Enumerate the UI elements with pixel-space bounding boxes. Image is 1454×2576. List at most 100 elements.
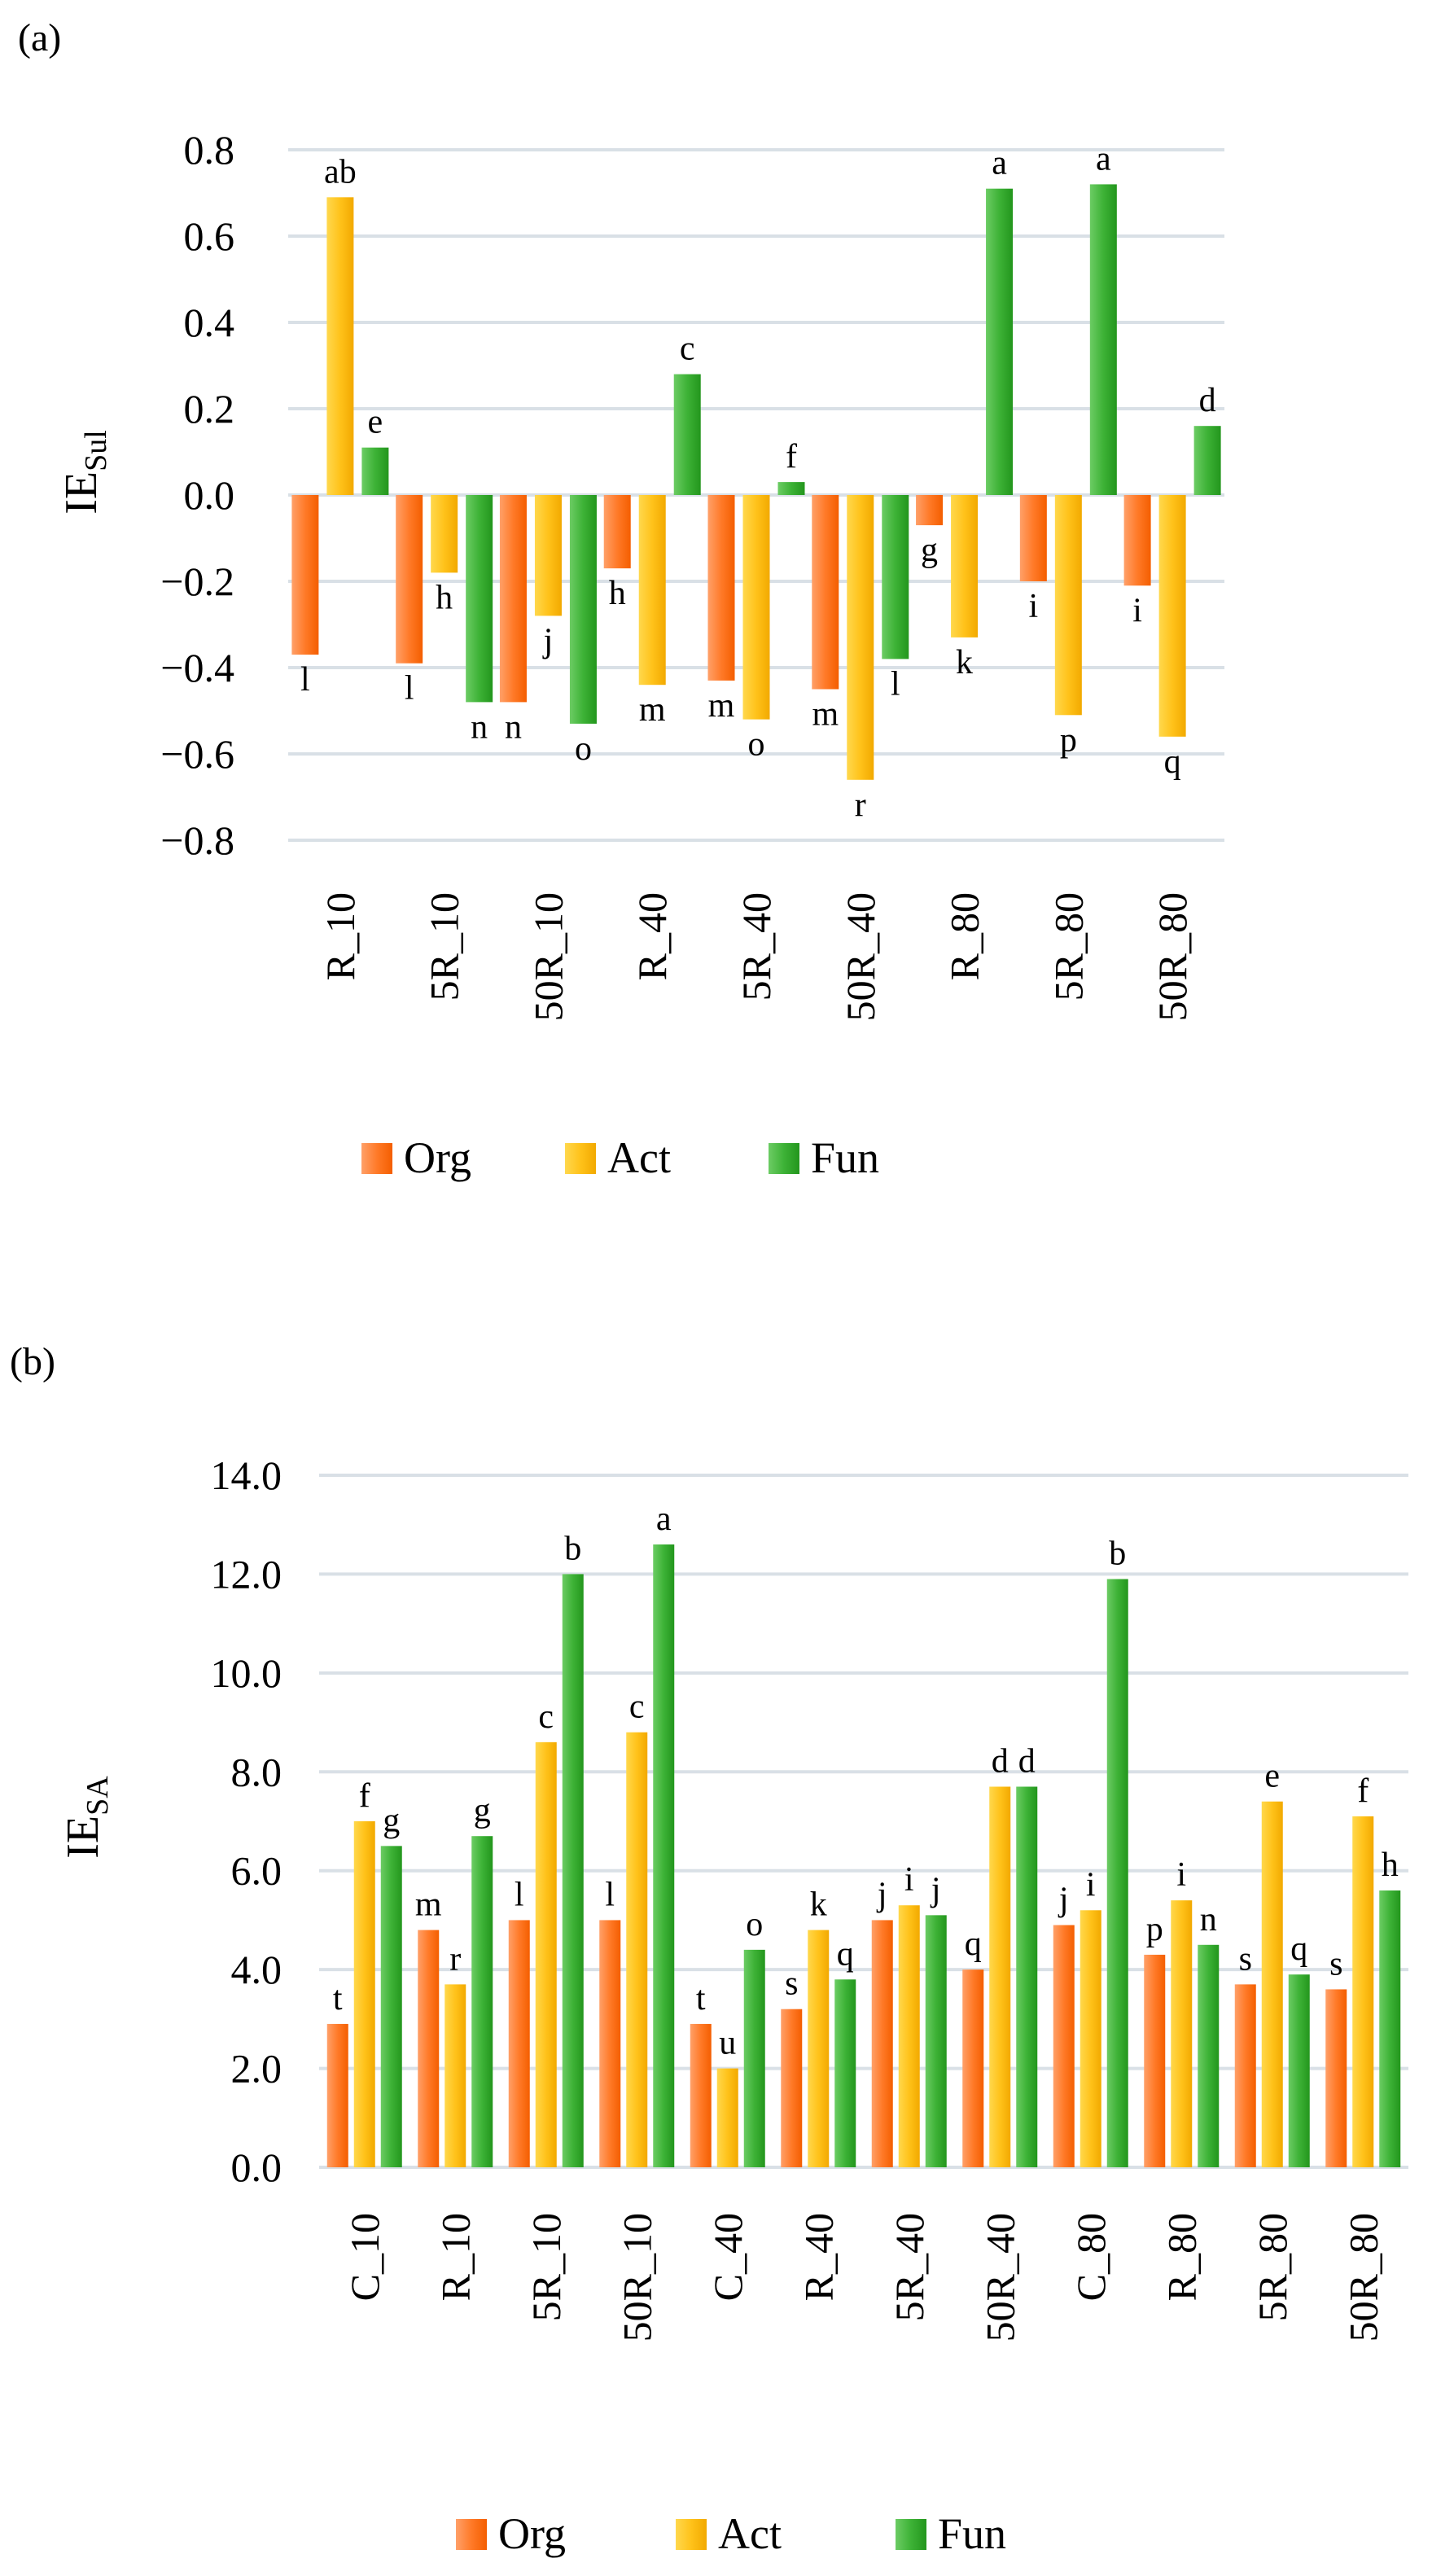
significance-label: l	[405, 670, 414, 708]
bar-a-org-r-10	[291, 495, 319, 655]
legend-label-org: Org	[498, 2509, 566, 2558]
bar-a-fun-r-40	[673, 374, 701, 495]
bar-b-fun-5r-80	[1288, 1974, 1310, 2167]
bar-b-act-r-10	[445, 1984, 466, 2167]
significance-label: i	[1028, 588, 1038, 625]
significance-label: j	[930, 1871, 941, 1908]
significance-label: t	[696, 1980, 706, 2017]
significance-label: f	[786, 438, 797, 475]
significance-label: m	[639, 691, 666, 729]
x-tick-label: 5R_80	[1045, 892, 1091, 1001]
y-tick-label: 0.2	[184, 386, 235, 432]
significance-label: j	[876, 1876, 887, 1913]
y-axis-label: IESA	[58, 1776, 115, 1859]
bar-a-org-50r-10	[499, 495, 527, 703]
significance-label: o	[575, 730, 592, 768]
significance-label: r	[855, 786, 866, 824]
bar-b-act-5r-40	[898, 1905, 920, 2167]
legend-label-fun: Fun	[938, 2509, 1006, 2558]
significance-label: a	[992, 145, 1007, 182]
bar-a-act-5r-40	[742, 495, 770, 720]
chart-b: 14.012.010.08.06.04.02.00.0IESAtfgC_10mr…	[58, 1452, 1408, 2558]
bar-a-org-r-40	[603, 495, 631, 569]
significance-label: c	[680, 331, 695, 368]
x-tick-label: R_80	[942, 892, 988, 980]
bar-a-fun-50r-80	[1193, 426, 1221, 495]
chart-a: 0.8 0.6 0.4 0.2 0.0 −0.2 −0.4 −0.6 −0.8 IESul l ab e…	[56, 127, 1224, 1182]
significance-label: q	[965, 1925, 982, 1963]
significance-label: i	[1086, 1866, 1096, 1904]
bar-b-org-c-80	[1053, 1925, 1075, 2167]
bar-a-fun-5r-80	[1089, 184, 1117, 495]
significance-label: s	[1239, 1940, 1252, 1978]
bar-b-fun-5r-40	[925, 1915, 947, 2167]
significance-label: d	[1018, 1743, 1036, 1781]
significance-label: d	[1199, 382, 1216, 419]
bar-b-org-50r-10	[599, 1920, 621, 2167]
bar-a-org-50r-40	[812, 495, 839, 690]
y-tick-label: 0.8	[184, 127, 235, 173]
bar-b-org-5r-80	[1234, 1984, 1256, 2167]
y-axis-label: IESul	[56, 430, 113, 515]
bar-b-org-c-10	[326, 2023, 348, 2167]
legend: Org Act Fun	[361, 1133, 879, 1182]
y-tick-label: 10.0	[211, 1650, 282, 1696]
x-tick-label: 50R_40	[838, 892, 883, 1021]
significance-label: c	[538, 1698, 554, 1736]
bar-b-act-5r-80	[1261, 1801, 1283, 2167]
significance-label: r	[449, 1940, 461, 1978]
significance-label: q	[1290, 1930, 1307, 1968]
x-tick-label: 5R_80	[1250, 2213, 1295, 2321]
x-tick-label: R_10	[318, 892, 363, 980]
significance-label: f	[359, 1777, 370, 1815]
significance-label: n	[1200, 1901, 1217, 1939]
bar-a-act-r-10	[326, 197, 354, 496]
bar-b-act-c-10	[353, 1821, 375, 2167]
significance-label: b	[564, 1530, 581, 1567]
significance-label: k	[810, 1886, 827, 1924]
bar-a-act-5r-80	[1054, 495, 1082, 716]
bar-b-fun-50r-40	[1016, 1786, 1038, 2167]
bar-b-act-r-40	[808, 1930, 830, 2167]
significance-label: p	[1146, 1911, 1163, 1948]
y-tick-label: 0.0	[184, 472, 235, 518]
significance-label: s	[1329, 1945, 1342, 1982]
significance-label: g	[474, 1792, 491, 1829]
significance-label: i	[1132, 592, 1142, 629]
bar-a-act-r-80	[951, 495, 979, 637]
significance-label: f	[1357, 1772, 1369, 1810]
significance-label: j	[1058, 1882, 1069, 1919]
significance-label: l	[515, 1876, 524, 1913]
bar-b-act-50r-10	[626, 1732, 648, 2167]
significance-label: o	[746, 1906, 763, 1943]
bar-a-org-r-80	[916, 495, 944, 526]
significance-label: k	[956, 644, 973, 681]
y-tick-label: −0.8	[160, 817, 234, 863]
bar-a-fun-50r-10	[569, 495, 597, 724]
bar-b-act-c-40	[716, 2068, 738, 2167]
bar-b-org-r-80	[1144, 1954, 1166, 2167]
x-tick-label: 5R_10	[422, 892, 467, 1001]
significance-label: h	[1382, 1847, 1399, 1884]
bar-b-org-r-10	[418, 1930, 440, 2167]
bar-b-org-50r-40	[962, 1969, 984, 2167]
bar-a-fun-r-80	[986, 188, 1014, 495]
significance-label: l	[891, 665, 900, 703]
significance-label: h	[436, 579, 453, 616]
bar-b-fun-c-10	[380, 1846, 402, 2167]
legend: Org Act Fun	[456, 2509, 1006, 2558]
bar-a-fun-50r-40	[882, 495, 909, 659]
significance-label: p	[1060, 721, 1077, 759]
significance-label: o	[748, 726, 765, 764]
legend-label-org: Org	[404, 1133, 471, 1182]
bar-b-fun-50r-10	[653, 1544, 675, 2167]
x-tick-label: C_40	[705, 2213, 751, 2301]
significance-label: l	[300, 661, 310, 699]
bar-a-org-5r-40	[707, 495, 735, 681]
y-tick-label: −0.2	[160, 559, 234, 604]
x-tick-label: R_80	[1158, 2213, 1204, 2301]
bar-a-fun-5r-10	[466, 495, 493, 703]
y-tick-label: 12.0	[211, 1551, 282, 1597]
significance-label: ab	[324, 153, 357, 191]
